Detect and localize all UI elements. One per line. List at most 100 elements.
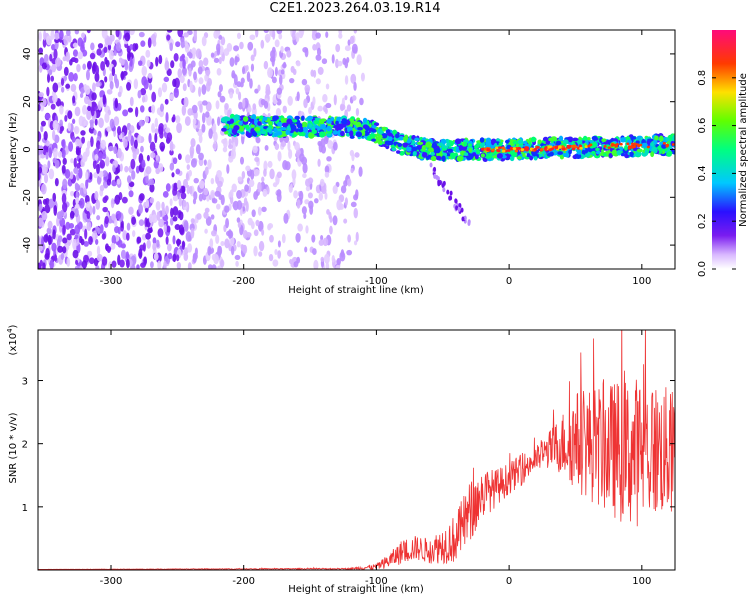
heatmap-cell xyxy=(252,145,258,154)
heatmap-cell xyxy=(185,172,189,181)
heatmap-cell xyxy=(325,31,329,38)
heatmap-cell xyxy=(79,265,83,269)
heatmap-cell xyxy=(212,122,217,133)
heatmap-cell xyxy=(525,148,529,152)
heatmap-cell xyxy=(483,147,488,151)
heatmap-cell xyxy=(199,103,203,114)
heatmap-cell xyxy=(123,138,128,148)
heatmap-cell xyxy=(430,155,437,162)
heatmap-cell xyxy=(362,117,368,123)
heatmap-cell xyxy=(431,141,438,149)
heatmap-cell xyxy=(86,220,92,232)
heatmap-cell xyxy=(163,260,167,269)
heatmap-cell xyxy=(94,190,99,201)
heatmap-cell xyxy=(566,144,571,148)
heatmap-cell xyxy=(95,199,101,210)
heatmap-cell xyxy=(302,126,309,133)
heatmap-cell xyxy=(96,175,102,185)
heatmap-cell xyxy=(72,249,79,259)
heatmap-cell xyxy=(158,126,164,135)
heatmap-cell xyxy=(74,30,80,35)
heatmap-cell xyxy=(181,185,186,194)
heatmap-cell xyxy=(41,210,48,221)
heatmap-cell xyxy=(447,148,453,153)
heatmap-cell xyxy=(88,236,93,245)
heatmap-cell xyxy=(387,136,393,142)
x-tick-label: -100 xyxy=(365,576,388,587)
heatmap-cell xyxy=(414,137,420,142)
heatmap-cell xyxy=(90,42,95,51)
heatmap-cell xyxy=(69,210,75,219)
y-tick-label: -40 xyxy=(22,237,33,253)
heatmap-cell xyxy=(163,223,167,233)
heatmap-cell xyxy=(630,142,635,146)
x-tick-label: -100 xyxy=(365,276,388,287)
heatmap-cell xyxy=(74,265,80,269)
heatmap-cell xyxy=(38,263,42,269)
heatmap-cell xyxy=(441,155,446,162)
heatmap-cell xyxy=(72,238,77,250)
heatmap-cell xyxy=(186,164,190,170)
heatmap-cell xyxy=(101,256,108,266)
heatmap-cell xyxy=(280,46,284,53)
heatmap-cell xyxy=(176,179,182,190)
heatmap-cell xyxy=(629,145,633,148)
heatmap-cell xyxy=(229,230,234,239)
heatmap-cell xyxy=(41,62,47,70)
heatmap-cell xyxy=(148,83,153,91)
heatmap-cell xyxy=(575,153,582,159)
heatmap-cell xyxy=(102,94,107,105)
heatmap-cell xyxy=(84,228,88,240)
heatmap-cell xyxy=(658,135,664,142)
heatmap-cell xyxy=(592,141,597,148)
heatmap-cell xyxy=(228,138,232,147)
heatmap-cell xyxy=(52,192,57,202)
heatmap-cell xyxy=(199,180,205,189)
heatmap-cell xyxy=(111,213,116,221)
heatmap-cell xyxy=(217,91,222,98)
heatmap-cell xyxy=(282,62,287,69)
heatmap-cell xyxy=(249,78,253,89)
heatmap-cell xyxy=(325,102,332,109)
heatmap-cell xyxy=(261,228,265,236)
heatmap-cell xyxy=(102,206,109,213)
heatmap-cell xyxy=(109,118,115,129)
heatmap-cell xyxy=(298,128,304,133)
heatmap-cell xyxy=(253,126,261,132)
heatmap-cell xyxy=(280,141,287,147)
heatmap-cell xyxy=(114,217,118,228)
heatmap-cell xyxy=(537,139,542,145)
heatmap-cell xyxy=(274,249,278,256)
heatmap-cell xyxy=(182,58,186,69)
heatmap-cell xyxy=(276,171,282,179)
heatmap-cell xyxy=(65,51,70,63)
heatmap-cell xyxy=(151,91,157,103)
heatmap-cell xyxy=(190,218,195,224)
heatmap-cell xyxy=(220,241,225,247)
heatmap-cell xyxy=(467,220,471,226)
heatmap-cell xyxy=(95,238,99,245)
heatmap-cell xyxy=(205,111,210,118)
heatmap-cell xyxy=(213,131,218,142)
heatmap-cell xyxy=(320,123,326,130)
heatmap-cell xyxy=(458,144,463,152)
heatmap-cell xyxy=(610,144,614,147)
heatmap-cell xyxy=(267,160,273,168)
heatmap-cell xyxy=(311,129,318,135)
heatmap-cell xyxy=(119,163,123,172)
heatmap-cell xyxy=(178,197,183,207)
heatmap-cell xyxy=(542,136,549,142)
heatmap-cell xyxy=(167,252,173,260)
heatmap-cell xyxy=(237,91,242,101)
heatmap-cell xyxy=(38,104,41,112)
heatmap-cell xyxy=(49,53,53,62)
heatmap-cell xyxy=(582,135,588,141)
heatmap-cell xyxy=(517,146,522,150)
heatmap-cell xyxy=(616,149,622,156)
heatmap-cell xyxy=(344,75,349,85)
heatmap-cell xyxy=(96,254,103,262)
heatmap-cell xyxy=(340,104,346,111)
heatmap-cell xyxy=(229,92,234,99)
heatmap-cell xyxy=(245,201,249,212)
heatmap-cell xyxy=(129,43,134,50)
